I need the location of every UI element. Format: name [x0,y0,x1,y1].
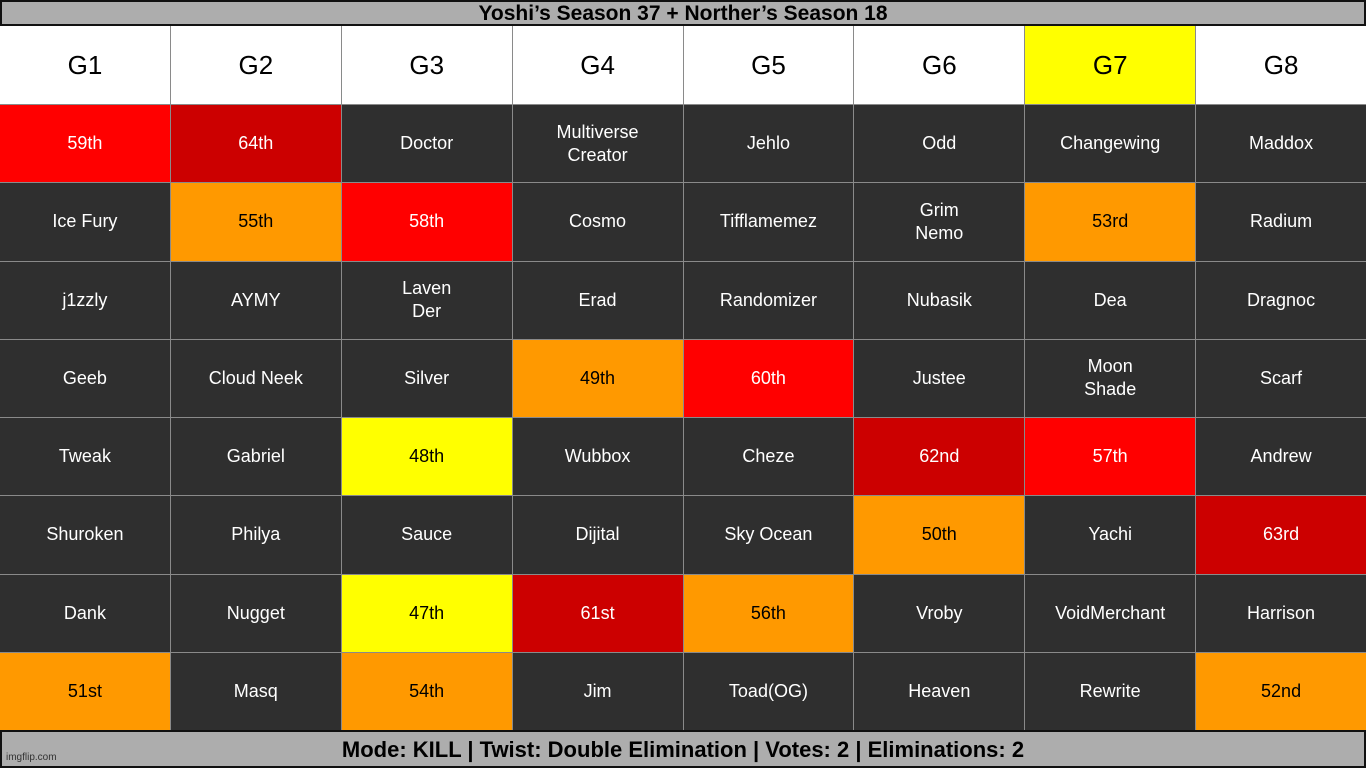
player-cell: Silver [341,339,512,417]
player-cell: Justee [854,339,1025,417]
player-cell: Erad [512,261,683,339]
page-title: Yoshi’s Season 37 + Norther’s Season 18 [0,0,1366,26]
group-header-g2: G2 [170,26,341,104]
player-cell: Jehlo [683,105,854,183]
player-cell: Rewrite [1025,652,1196,730]
player-cell: Harrison [1196,574,1366,652]
player-cell: Dea [1025,261,1196,339]
player-cell: Andrew [1196,418,1366,496]
player-cell: Cloud Neek [170,339,341,417]
player-cell: Sauce [341,496,512,574]
player-cell: 56th [683,574,854,652]
player-cell: 51st [0,652,170,730]
player-cell: Heaven [854,652,1025,730]
group-header-g1: G1 [0,26,170,104]
player-cell: Cosmo [512,183,683,261]
player-cell: Dijital [512,496,683,574]
player-cell: Randomizer [683,261,854,339]
player-cell: 53rd [1025,183,1196,261]
player-cell: Maddox [1196,105,1366,183]
player-cell: 52nd [1196,652,1366,730]
player-cell: Geeb [0,339,170,417]
player-cell: Cheze [683,418,854,496]
player-cell: AYMY [170,261,341,339]
player-cell: Ice Fury [0,183,170,261]
player-cell: Toad(OG) [683,652,854,730]
player-cell: 57th [1025,418,1196,496]
player-cell: Doctor [341,105,512,183]
player-cell: Changewing [1025,105,1196,183]
player-cell: Multiverse Creator [512,105,683,183]
player-cell: 54th [341,652,512,730]
player-cell: 61st [512,574,683,652]
group-header-g3: G3 [341,26,512,104]
player-cell: 63rd [1196,496,1366,574]
player-cell: 60th [683,339,854,417]
player-cell: Laven Der [341,261,512,339]
player-cell: 64th [170,105,341,183]
player-cell: 49th [512,339,683,417]
player-cell: Vroby [854,574,1025,652]
player-cell: Nubasik [854,261,1025,339]
player-cell: VoidMerchant [1025,574,1196,652]
player-cell: 58th [341,183,512,261]
player-cell: 62nd [854,418,1025,496]
player-cell: 48th [341,418,512,496]
player-cell: Odd [854,105,1025,183]
group-header-g6: G6 [854,26,1025,104]
player-cell: Sky Ocean [683,496,854,574]
player-cell: Radium [1196,183,1366,261]
player-cell: Tifflamemez [683,183,854,261]
group-header-g7: G7 [1025,26,1196,104]
player-cell: Tweak [0,418,170,496]
player-cell: Shuroken [0,496,170,574]
player-cell: Scarf [1196,339,1366,417]
player-cell: Dank [0,574,170,652]
player-cell: Jim [512,652,683,730]
player-cell: 50th [854,496,1025,574]
player-cell: 55th [170,183,341,261]
contestant-grid: G1 G2 G3 G4 G5 G6 G7 G8 59th 64th Doctor Multiverse… [0,26,1366,730]
player-cell: Masq [170,652,341,730]
group-header-g5: G5 [683,26,854,104]
player-cell: Nugget [170,574,341,652]
player-cell: Philya [170,496,341,574]
player-cell: 47th [341,574,512,652]
player-cell: Grim Nemo [854,183,1025,261]
group-header-g8: G8 [1196,26,1366,104]
player-cell: Moon Shade [1025,339,1196,417]
player-cell: j1zzly [0,261,170,339]
watermark: imgflip.com [6,752,57,763]
player-cell: Wubbox [512,418,683,496]
rules-footer: Mode: KILL | Twist: Double Elimination |… [0,730,1366,768]
group-header-g4: G4 [512,26,683,104]
player-cell: Gabriel [170,418,341,496]
player-cell: Dragnoc [1196,261,1366,339]
player-cell: Yachi [1025,496,1196,574]
player-cell: 59th [0,105,170,183]
